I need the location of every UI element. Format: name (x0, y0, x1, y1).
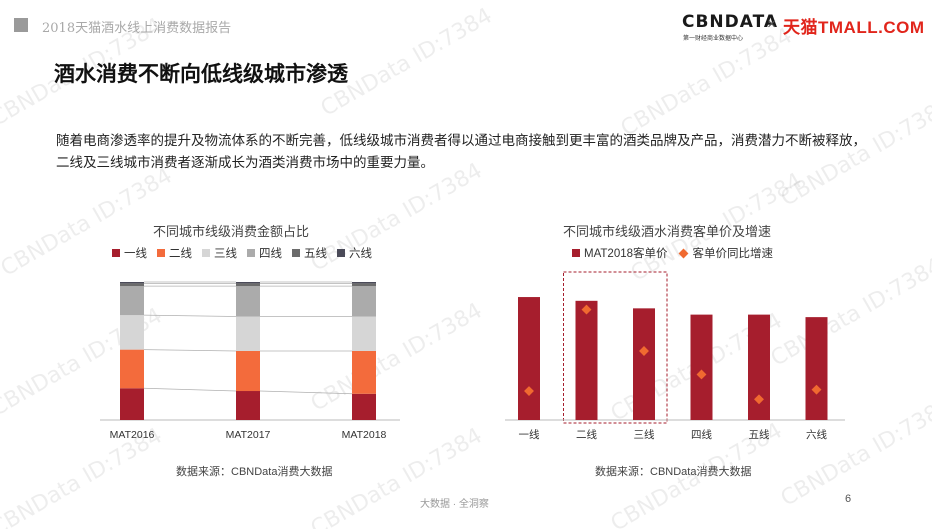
right-chart-title: 不同城市线级酒水消费客单价及增速 (563, 224, 772, 239)
x-tick-label: 三线 (634, 428, 655, 441)
cbndata-logo: CBNDATA (682, 12, 779, 32)
stacked-bar-segment (352, 316, 376, 351)
top-bar: 2018天猫酒水线上消费数据报告 CBNDATA 第一财经商业数据中心 × 天猫… (0, 0, 932, 48)
legend-label: 五线 (304, 248, 327, 260)
stacked-bar-segment (352, 283, 376, 287)
x-tick-label: 六线 (806, 428, 827, 441)
page-number: 6 (845, 493, 852, 505)
legend-label: 一线 (124, 248, 147, 260)
stacked-share-chart: MAT2016 MAT2017 MAT2018 (100, 281, 400, 441)
legend-item: 四线 (247, 245, 282, 261)
x-tick-label: 五线 (749, 428, 770, 441)
left-chart-legend: 一线 二线 三线 四线 五线 六线 (112, 245, 372, 261)
legend-item: 二线 (157, 245, 192, 261)
stacked-bar-segment (236, 282, 260, 284)
legend-item: 三线 (202, 245, 237, 261)
stacked-bar-segment (236, 286, 260, 317)
legend-item: 客单价同比增速 (678, 245, 774, 261)
price-bar (690, 314, 713, 420)
legend-swatch (337, 249, 345, 257)
stacked-bar-segment (120, 349, 144, 389)
x-tick-label: 四线 (691, 428, 712, 441)
growth-diamond-marker (581, 304, 592, 315)
footer-tagline: 大数据 · 全洞察 (420, 499, 489, 510)
unit-price-chart: 一线 二线 三线 四线 五线 六线 (505, 271, 845, 441)
legend-swatch (572, 249, 580, 257)
left-chart-title: 不同城市线级消费金额占比 (153, 224, 310, 239)
intro-paragraph: 随着电商渗透率的提升及物流体系的不断完善，低线级城市消费者得以通过电商接触到更丰… (56, 133, 866, 170)
diamond-marker-icon (678, 248, 688, 258)
connector-line (143, 387, 237, 392)
legend-swatch (112, 249, 120, 257)
legend-label: 三线 (214, 248, 237, 260)
report-title: 2018天猫酒水线上消费数据报告 (42, 21, 232, 36)
x-tick-label: MAT2016 (110, 429, 155, 441)
price-bar (575, 300, 598, 420)
legend-swatch (157, 249, 165, 257)
legend-swatch (292, 249, 300, 257)
stacked-bar-segment (120, 388, 144, 420)
legend-item: 六线 (337, 245, 372, 261)
price-bar (633, 308, 655, 420)
legend-item: 五线 (292, 245, 327, 261)
stacked-bar-segment (120, 315, 144, 350)
watermark: CBNData ID:7384 (0, 163, 177, 282)
cbndata-subtitle: 第一财经商业数据中心 (683, 36, 744, 42)
highlight-box (563, 271, 668, 424)
legend-label: 六线 (349, 248, 372, 260)
stacked-bar-segment (236, 316, 260, 351)
tmall-logo: 天猫TMALL.COM (783, 18, 925, 37)
legend-item: MAT2018客单价 (572, 245, 668, 261)
growth-diamond-marker (639, 346, 649, 356)
stacked-bar-segment (352, 393, 376, 420)
legend-label: 客单价同比增速 (692, 248, 774, 260)
legend-item: 一线 (112, 245, 147, 261)
growth-diamond-marker (811, 384, 822, 395)
legend-label: 四线 (259, 248, 282, 260)
connector-line (259, 390, 353, 395)
connector-line (143, 349, 237, 352)
legend-swatch (247, 249, 255, 257)
price-bar (518, 297, 540, 420)
x-tick-label: 一线 (519, 428, 540, 441)
stacked-bar-segment (120, 283, 144, 287)
growth-diamond-marker (524, 386, 534, 396)
section-marker (14, 18, 28, 32)
stacked-bar-segment (236, 391, 260, 420)
legend-label: MAT2018客单价 (584, 248, 668, 260)
x-tick-label: MAT2017 (226, 429, 271, 441)
x-tick-label: MAT2018 (342, 429, 387, 441)
stacked-bar-segment (352, 286, 376, 317)
legend-label: 二线 (169, 248, 192, 260)
page-title: 酒水消费不断向低线级城市渗透 (54, 63, 348, 86)
growth-diamond-marker (696, 369, 707, 380)
price-bar (748, 314, 770, 420)
stacked-bar-segment (120, 282, 144, 284)
brand-separator: × (767, 16, 777, 33)
stacked-bar-segment (120, 286, 144, 316)
legend-swatch (202, 249, 210, 257)
right-chart-source: 数据来源：CBNData消费大数据 (595, 466, 752, 478)
stacked-bar-segment (352, 282, 376, 284)
stacked-bar-segment (236, 283, 260, 287)
connector-line (143, 314, 237, 317)
growth-diamond-marker (754, 394, 764, 405)
price-bar (805, 317, 828, 420)
stacked-bar-segment (352, 351, 376, 394)
stacked-bar-segment (236, 351, 260, 392)
right-chart-legend: MAT2018客单价 客单价同比增速 (572, 245, 773, 261)
x-tick-label: 二线 (576, 428, 597, 441)
left-chart-source: 数据来源：CBNData消费大数据 (176, 466, 333, 478)
